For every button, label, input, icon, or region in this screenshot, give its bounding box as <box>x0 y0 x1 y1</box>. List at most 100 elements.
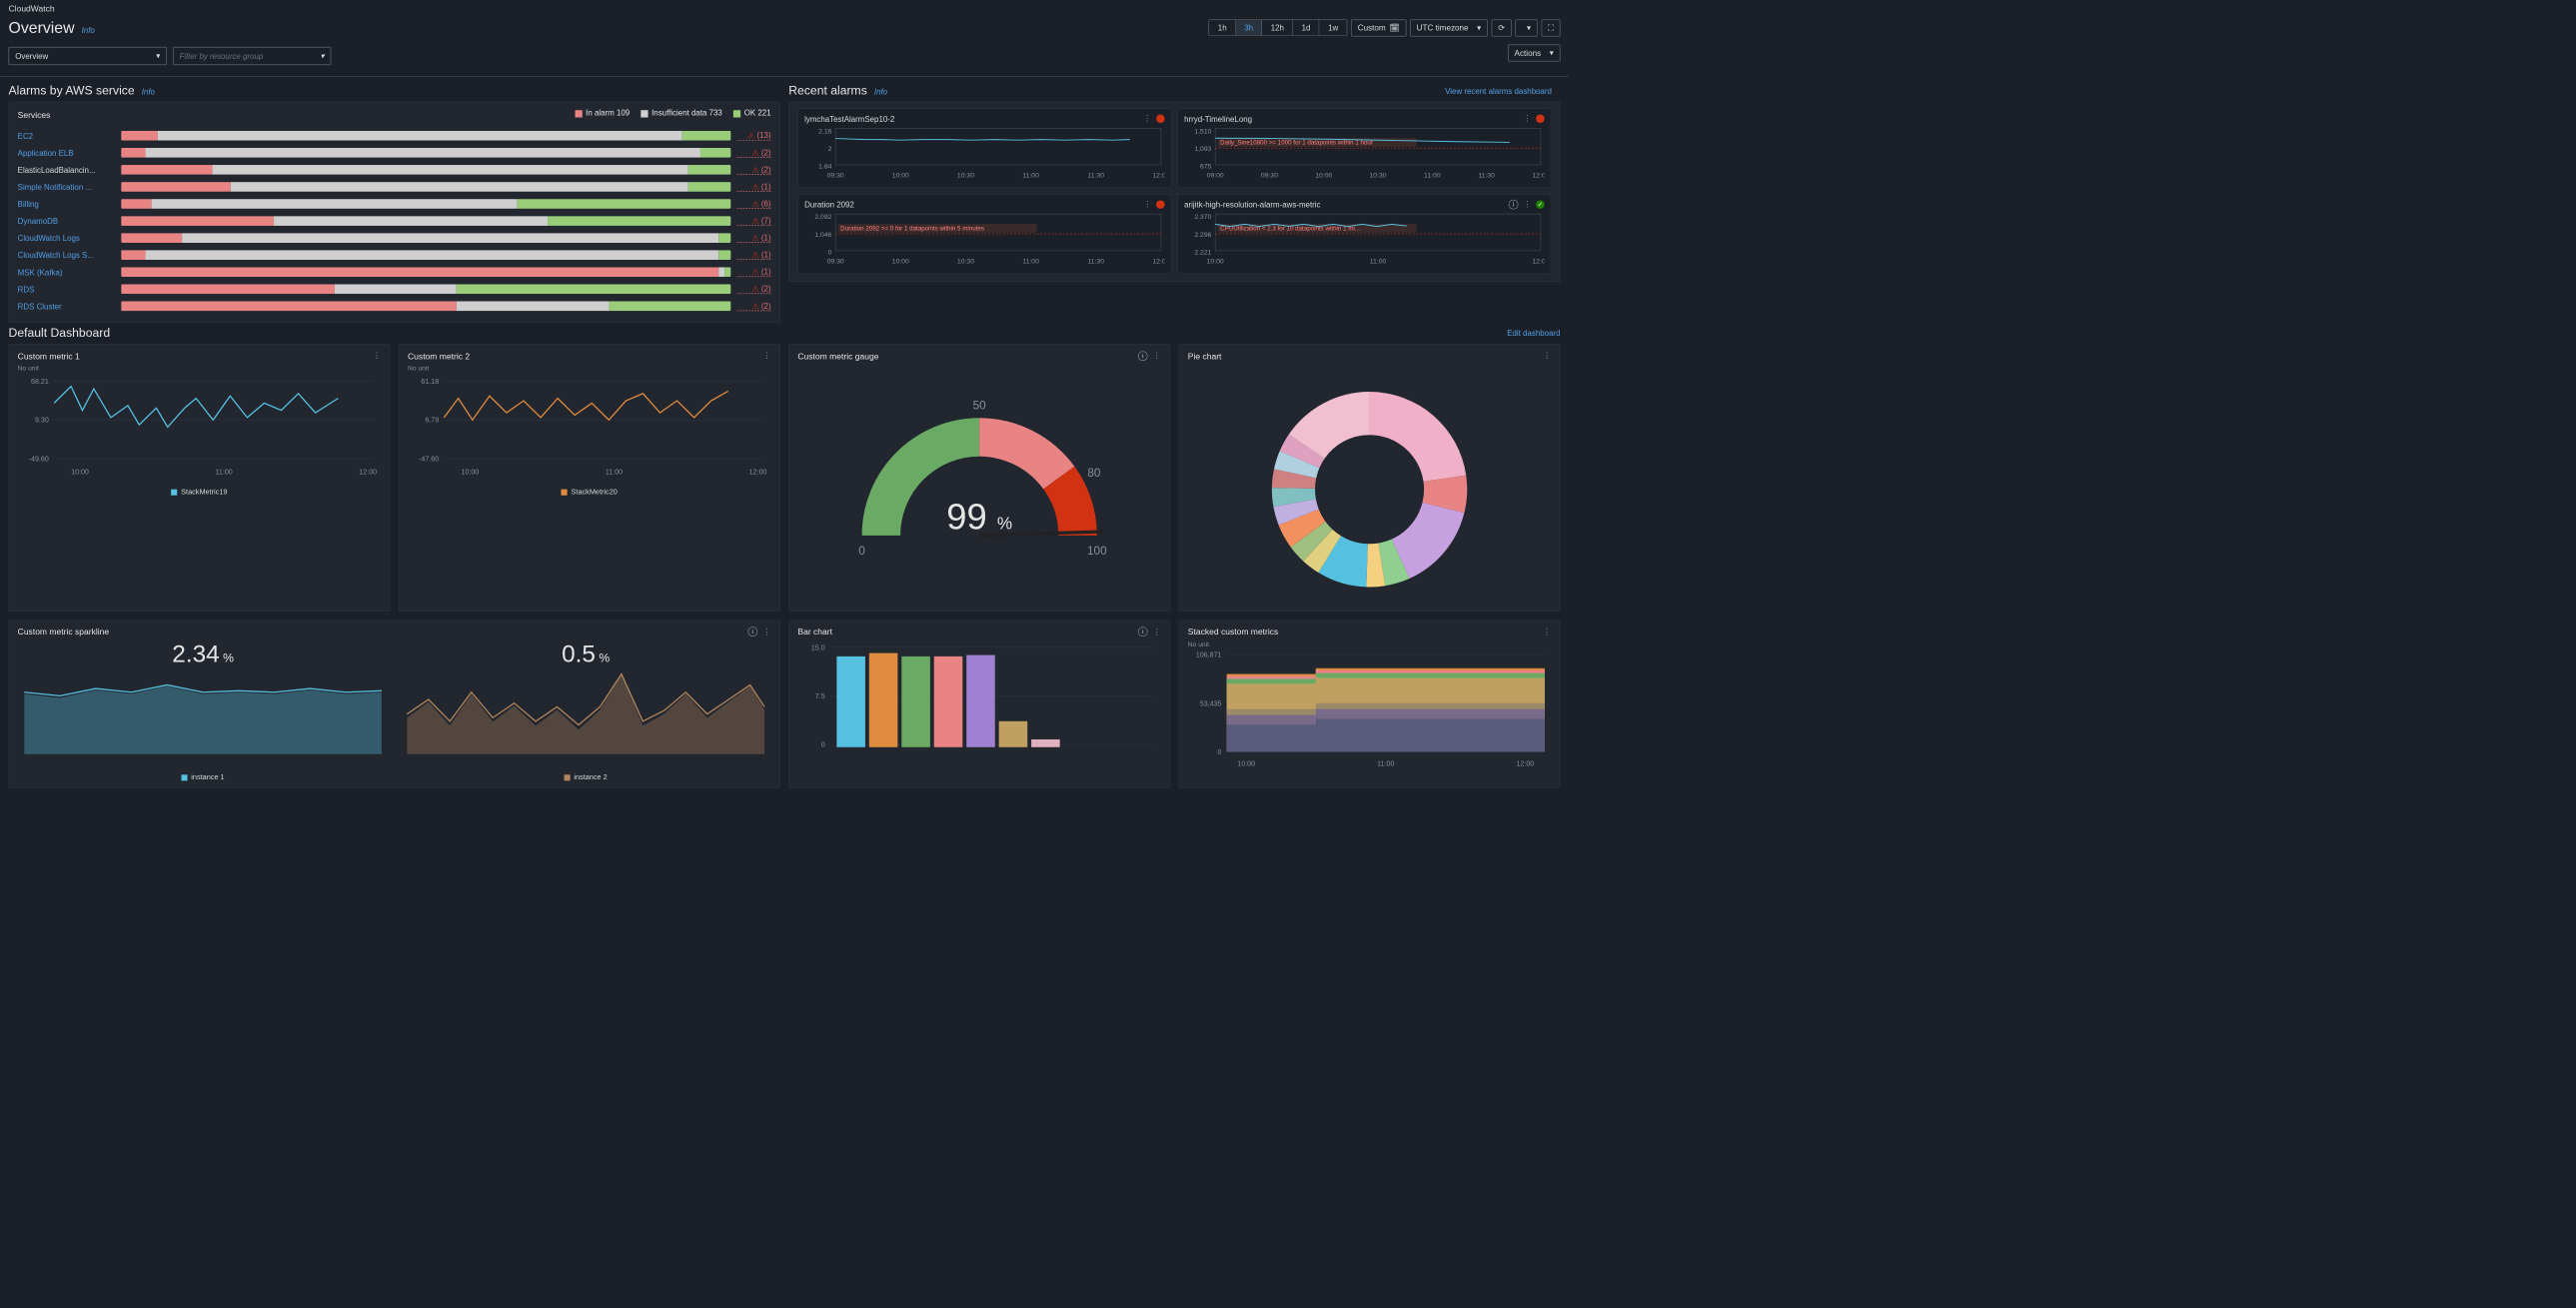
service-alarm-count[interactable]: ⚠(2) <box>736 148 770 158</box>
time-range-1w[interactable]: 1w <box>1320 20 1347 35</box>
service-name[interactable]: Application ELB <box>18 148 115 157</box>
menu-icon[interactable]: ⋮ <box>1523 114 1531 124</box>
info-icon[interactable]: i <box>1509 200 1519 210</box>
card-title: Custom metric 1 <box>18 351 80 361</box>
card-title: Custom metric 2 <box>408 351 470 361</box>
service-row: CloudWatch Logs ⚠(1) <box>18 230 771 247</box>
service-row: CloudWatch Logs S... ⚠(1) <box>18 247 771 264</box>
service-alarm-count[interactable]: ⚠(1) <box>736 233 770 243</box>
svg-text:675: 675 <box>1200 164 1212 171</box>
service-alarm-count[interactable]: ⚠(2) <box>736 165 770 175</box>
svg-text:61.18: 61.18 <box>421 378 439 386</box>
time-range-1d[interactable]: 1d <box>1293 20 1319 35</box>
svg-text:0: 0 <box>828 250 832 257</box>
menu-icon[interactable]: ⋮ <box>373 351 382 361</box>
service-name[interactable]: EC2 <box>18 131 115 140</box>
card-title: Custom metric gauge <box>797 351 878 361</box>
svg-text:9.30: 9.30 <box>35 417 49 425</box>
refresh-menu-button[interactable] <box>1515 19 1537 36</box>
recent-alarm-card: Duration 2092⋮2,0921,0460Duration 2092 >… <box>797 194 1171 274</box>
service-bar <box>121 267 730 277</box>
alarm-icon: ⚠ <box>752 165 759 174</box>
svg-text:10:00: 10:00 <box>1237 760 1255 768</box>
alarm-title[interactable]: Duration 2092 <box>804 200 854 209</box>
service-name[interactable]: CloudWatch Logs <box>18 234 115 243</box>
svg-text:09:30: 09:30 <box>1261 172 1278 179</box>
service-row: Billing ⚠(6) <box>18 195 771 212</box>
svg-text:68.21: 68.21 <box>31 378 49 386</box>
alarms-info-link[interactable]: Info <box>142 87 155 96</box>
svg-text:80: 80 <box>1087 467 1101 480</box>
service-name[interactable]: Simple Notification ... <box>18 182 115 191</box>
service-name[interactable]: RDS Cluster <box>18 302 115 311</box>
svg-text:10:00: 10:00 <box>1207 258 1224 265</box>
menu-icon[interactable]: ⋮ <box>1143 200 1151 210</box>
recent-alarm-card: hrryd-TimelineLong⋮1,5101,093675Daily_Si… <box>1177 108 1551 188</box>
service-alarm-count[interactable]: ⚠(2) <box>736 284 770 294</box>
service-name[interactable]: RDS <box>18 285 115 294</box>
svg-text:53,435: 53,435 <box>1200 699 1222 707</box>
fullscreen-button[interactable]: ⛶ <box>1541 19 1560 36</box>
service-name[interactable]: MSK (Kafka) <box>18 268 115 277</box>
alarm-icon: ⚠ <box>752 285 759 294</box>
timezone-select[interactable]: UTC timezone <box>1410 19 1488 36</box>
svg-text:2.296: 2.296 <box>1194 232 1211 239</box>
menu-icon[interactable]: ⋮ <box>1143 114 1151 124</box>
service-name[interactable]: CloudWatch Logs S... <box>18 251 115 260</box>
service-row: MSK (Kafka) ⚠(1) <box>18 264 771 281</box>
overview-select[interactable]: Overview <box>9 47 167 65</box>
service-alarm-count[interactable]: ⚠(13) <box>736 131 770 141</box>
svg-text:10:30: 10:30 <box>957 258 974 265</box>
service-alarm-count[interactable]: ⚠(7) <box>736 216 770 226</box>
edit-dashboard-link[interactable]: Edit dashboard <box>1507 329 1560 338</box>
recent-info-link[interactable]: Info <box>874 87 887 96</box>
unit-label: No unit <box>408 365 771 372</box>
view-recent-dashboard-link[interactable]: View recent alarms dashboard <box>1445 86 1552 95</box>
svg-text:Duration 2092 >= 0 for 1 datap: Duration 2092 >= 0 for 1 datapoints with… <box>840 225 984 232</box>
time-range-3h[interactable]: 3h <box>1236 20 1262 35</box>
custom-range-button[interactable]: Custom 🗓 <box>1351 19 1406 36</box>
breadcrumb[interactable]: CloudWatch <box>9 4 1561 14</box>
alarm-icon: ⚠ <box>752 251 759 260</box>
service-alarm-count[interactable]: ⚠(1) <box>736 182 770 192</box>
menu-icon[interactable]: ⋮ <box>1152 351 1161 361</box>
alarm-title[interactable]: lymchaTestAlarmSep10-2 <box>804 114 894 123</box>
menu-icon[interactable]: ⋮ <box>1543 351 1552 361</box>
service-name[interactable]: DynamoDB <box>18 216 115 225</box>
svg-text:11:30: 11:30 <box>1087 258 1104 265</box>
service-bar <box>121 182 730 192</box>
info-icon[interactable]: i <box>1138 627 1148 637</box>
time-range-1h[interactable]: 1h <box>1209 20 1235 35</box>
service-alarm-count[interactable]: ⚠(1) <box>736 250 770 260</box>
svg-text:2.370: 2.370 <box>1194 214 1211 221</box>
menu-icon[interactable]: ⋮ <box>1523 200 1531 210</box>
info-icon[interactable]: i <box>1138 351 1148 361</box>
service-row: RDS Cluster ⚠(2) <box>18 298 771 315</box>
actions-button[interactable]: Actions <box>1508 44 1561 61</box>
svg-text:12:00: 12:00 <box>1152 258 1164 265</box>
service-bar <box>121 233 730 243</box>
alarm-icon: ⚠ <box>752 148 759 157</box>
recent-alarm-card: lymchaTestAlarmSep10-2⋮2.1621.8409:3010:… <box>797 108 1171 188</box>
menu-icon[interactable]: ⋮ <box>1543 627 1552 637</box>
menu-icon[interactable]: ⋮ <box>762 351 771 361</box>
menu-icon[interactable]: ⋮ <box>1152 627 1161 637</box>
service-alarm-count[interactable]: ⚠(6) <box>736 199 770 209</box>
service-alarm-count[interactable]: ⚠(1) <box>736 267 770 277</box>
alarm-title[interactable]: arijitk-high-resolution-alarm-aws-metric <box>1184 200 1320 209</box>
menu-icon[interactable]: ⋮ <box>762 627 771 637</box>
service-name[interactable]: Billing <box>18 199 115 208</box>
service-alarm-count[interactable]: ⚠(2) <box>736 301 770 311</box>
info-icon[interactable]: i <box>747 627 757 637</box>
alarm-icon: ⚠ <box>752 199 759 208</box>
svg-text:1,510: 1,510 <box>1194 128 1211 135</box>
refresh-button[interactable]: ⟳ <box>1492 19 1512 36</box>
svg-text:100: 100 <box>1087 545 1107 558</box>
time-range-12h[interactable]: 12h <box>1262 20 1293 35</box>
resource-group-filter[interactable]: Filter by resource group <box>173 47 331 65</box>
service-row: RDS ⚠(2) <box>18 281 771 298</box>
svg-text:11:00: 11:00 <box>1424 172 1441 179</box>
alarm-title[interactable]: hrryd-TimelineLong <box>1184 114 1252 123</box>
info-link[interactable]: Info <box>82 26 95 35</box>
service-bar <box>121 216 730 226</box>
